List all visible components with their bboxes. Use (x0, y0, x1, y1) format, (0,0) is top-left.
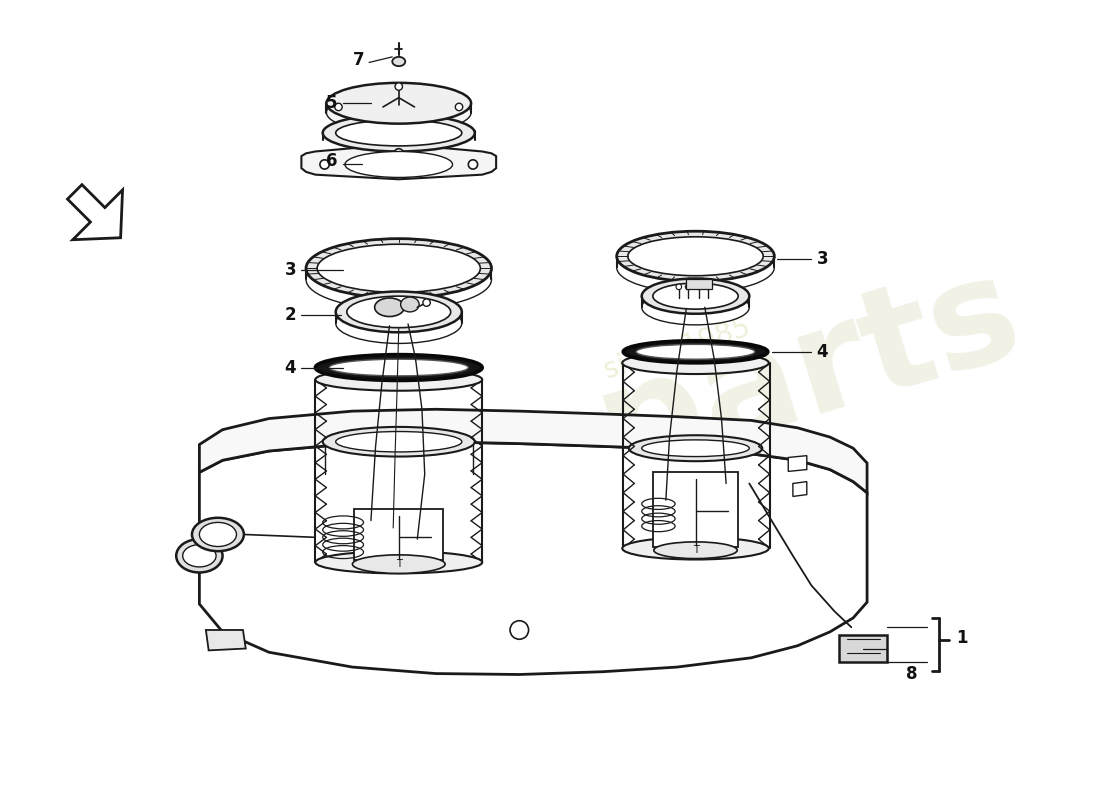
Circle shape (685, 284, 691, 290)
Ellipse shape (629, 435, 762, 462)
Circle shape (676, 284, 682, 290)
Circle shape (394, 149, 404, 158)
Ellipse shape (345, 151, 452, 178)
Text: T: T (693, 546, 698, 555)
Text: 3: 3 (285, 261, 296, 279)
Text: 1: 1 (956, 630, 967, 647)
Text: a passion for parts: a passion for parts (403, 441, 711, 563)
Polygon shape (199, 442, 867, 674)
Ellipse shape (346, 296, 451, 328)
Ellipse shape (316, 369, 482, 390)
Ellipse shape (617, 231, 774, 282)
Polygon shape (354, 510, 443, 561)
Polygon shape (686, 279, 712, 289)
Text: 5: 5 (327, 94, 338, 112)
Ellipse shape (623, 538, 769, 559)
Ellipse shape (329, 359, 469, 376)
Ellipse shape (317, 244, 481, 293)
Ellipse shape (623, 352, 769, 374)
Ellipse shape (641, 278, 749, 314)
Polygon shape (199, 410, 867, 493)
Polygon shape (301, 144, 496, 179)
Circle shape (395, 83, 403, 90)
Ellipse shape (628, 237, 763, 276)
Ellipse shape (400, 297, 419, 312)
Text: T: T (396, 559, 402, 569)
Polygon shape (206, 630, 245, 650)
Circle shape (696, 284, 702, 290)
Ellipse shape (624, 341, 768, 363)
Circle shape (469, 160, 477, 169)
Ellipse shape (327, 92, 471, 133)
Text: 6: 6 (327, 152, 338, 170)
Ellipse shape (653, 542, 737, 558)
Text: 8: 8 (905, 665, 917, 682)
Ellipse shape (636, 344, 755, 359)
Ellipse shape (375, 298, 405, 317)
Circle shape (334, 103, 342, 110)
Ellipse shape (176, 539, 222, 573)
Polygon shape (67, 185, 122, 240)
Ellipse shape (322, 427, 475, 457)
Ellipse shape (336, 431, 462, 452)
Text: 4: 4 (285, 358, 296, 377)
Text: 7: 7 (353, 50, 365, 69)
Ellipse shape (322, 114, 475, 151)
Polygon shape (839, 634, 888, 662)
Ellipse shape (192, 518, 244, 551)
Ellipse shape (327, 83, 471, 124)
Circle shape (706, 284, 712, 290)
Circle shape (510, 621, 529, 639)
Circle shape (320, 160, 329, 169)
Ellipse shape (199, 522, 236, 546)
Polygon shape (793, 482, 806, 497)
Circle shape (422, 299, 430, 306)
Ellipse shape (316, 354, 482, 381)
Text: since 1985: since 1985 (601, 314, 754, 385)
Ellipse shape (183, 545, 216, 567)
Ellipse shape (316, 551, 482, 574)
Ellipse shape (641, 440, 749, 457)
Ellipse shape (393, 57, 405, 66)
Ellipse shape (352, 555, 446, 574)
Ellipse shape (653, 283, 738, 309)
Text: 4: 4 (816, 342, 828, 361)
Ellipse shape (306, 238, 492, 298)
Text: europarts: europarts (224, 242, 1036, 613)
Ellipse shape (336, 291, 462, 332)
Circle shape (455, 103, 463, 110)
Polygon shape (789, 456, 806, 471)
Text: 2: 2 (285, 306, 296, 324)
Polygon shape (653, 472, 738, 546)
Ellipse shape (336, 120, 462, 146)
Text: 3: 3 (816, 250, 828, 268)
